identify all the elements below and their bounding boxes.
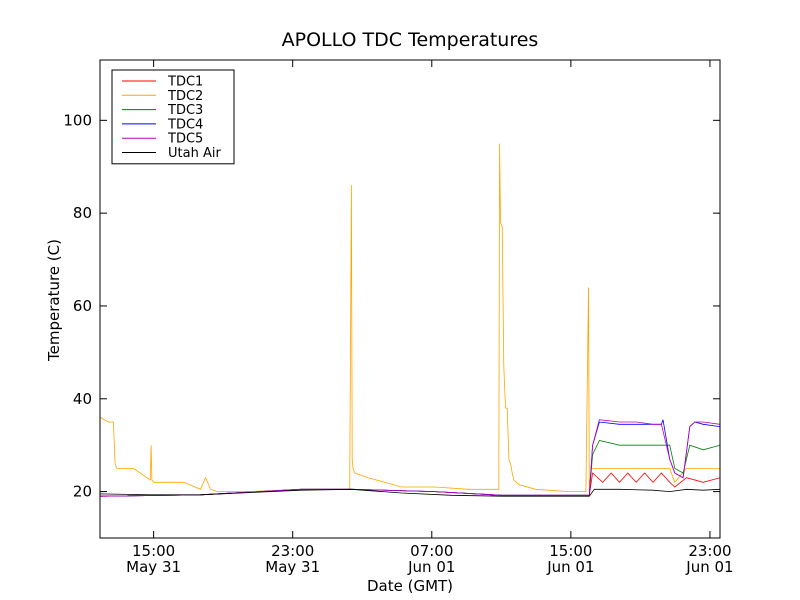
series-line-tdc1 xyxy=(100,472,720,497)
legend-entry-utah-air: Utah Air xyxy=(168,146,221,161)
series-line-tdc5 xyxy=(100,419,720,497)
legend-entry-tdc4: TDC4 xyxy=(167,117,203,132)
x-tick-label-date: Jun 01 xyxy=(546,558,594,576)
x-tick-label-time: 23:00 xyxy=(271,542,314,560)
legend-entry-tdc1: TDC1 xyxy=(167,75,203,90)
series-line-tdc4 xyxy=(100,419,720,497)
legend-entry-tdc2: TDC2 xyxy=(167,89,203,104)
x-tick-label-time: 07:00 xyxy=(410,542,453,560)
series-line-utah-air xyxy=(100,488,720,497)
y-axis-label: Temperature (C) xyxy=(45,239,63,362)
chart-title: APOLLO TDC Temperatures xyxy=(282,29,539,51)
x-tick-label-date: May 31 xyxy=(265,558,320,576)
series-line-tdc2 xyxy=(100,143,720,493)
y-tick-label: 40 xyxy=(73,390,92,408)
y-tick-label: 100 xyxy=(63,111,92,129)
plot-frame xyxy=(99,59,721,539)
x-tick-label-date: May 31 xyxy=(126,558,181,576)
x-tick-label-date: Jun 01 xyxy=(685,558,733,576)
legend-entry-tdc5: TDC5 xyxy=(167,132,203,147)
legend-box xyxy=(111,69,235,165)
x-tick-label-time: 23:00 xyxy=(688,542,731,560)
x-tick-label-time: 15:00 xyxy=(132,542,175,560)
y-tick-label: 60 xyxy=(73,297,92,315)
x-tick-label-date: Jun 01 xyxy=(407,558,455,576)
x-axis-label: Date (GMT) xyxy=(367,577,453,595)
x-tick-label-time: 15:00 xyxy=(549,542,592,560)
legend-entry-tdc3: TDC3 xyxy=(167,103,203,118)
plot-area xyxy=(100,143,720,497)
y-tick-label: 20 xyxy=(73,483,92,501)
y-tick-label: 80 xyxy=(73,204,92,222)
